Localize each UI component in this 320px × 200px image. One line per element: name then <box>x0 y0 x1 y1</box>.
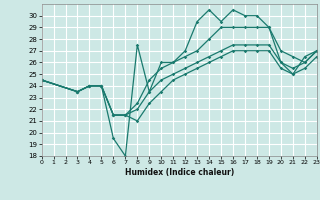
X-axis label: Humidex (Indice chaleur): Humidex (Indice chaleur) <box>124 168 234 177</box>
